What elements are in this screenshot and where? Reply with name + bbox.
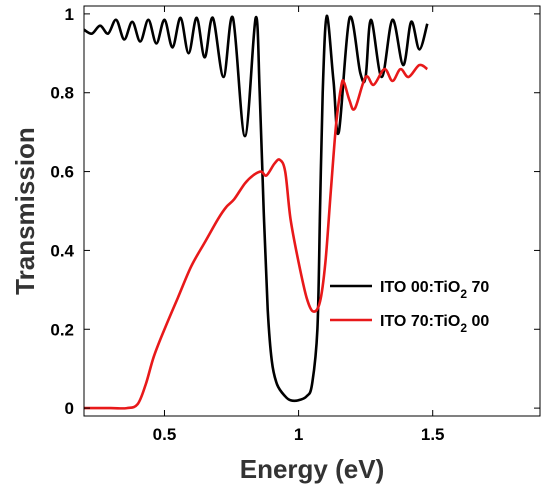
y-tick-label: 0.8 [50, 84, 74, 103]
x-axis-label: Energy (eV) [240, 454, 385, 484]
y-tick-label: 0 [65, 399, 74, 418]
legend-entry-label: ITO 70:TiO2 00 [380, 313, 489, 335]
x-tick-label: 1.5 [421, 425, 445, 444]
y-tick-label: 0.6 [50, 163, 74, 182]
plot-frame [83, 5, 541, 417]
plot-area [84, 14, 429, 410]
y-axis-label: Transmission [10, 127, 40, 295]
x-axis-ticks: 0.5 1 1.5 [153, 6, 445, 444]
y-tick-label: 1 [65, 5, 74, 24]
series-line-1 [84, 14, 429, 403]
x-tick-label: 1 [294, 425, 303, 444]
x-tick-label: 0.5 [153, 425, 177, 444]
legend-entry-label: ITO 00:TiO2 70 [380, 279, 489, 301]
series-line-2 [84, 63, 429, 410]
y-tick-label: 0.2 [50, 320, 74, 339]
legend: ITO 00:TiO2 70 ITO 70:TiO2 00 [330, 279, 489, 335]
y-axis-ticks: 0 0.2 0.4 0.6 0.8 1 [50, 5, 540, 418]
y-tick-label: 0.4 [50, 241, 74, 260]
